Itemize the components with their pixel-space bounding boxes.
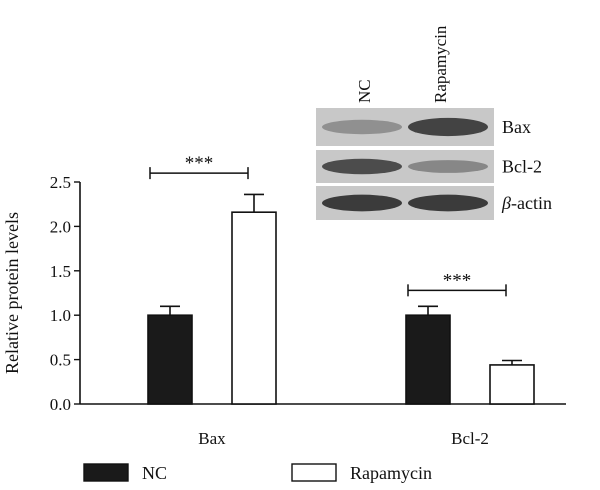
blot-row-label: Bax <box>502 117 531 137</box>
blot-row-label: Bcl-2 <box>502 157 542 177</box>
y-tick-label: 0.5 <box>50 351 71 370</box>
bar-bax-nc <box>147 314 193 405</box>
significance-label: *** <box>443 270 472 291</box>
western-blot-inset: NC Rapamycin Bax Bcl-2 β-actin <box>316 25 552 220</box>
y-axis-title: Relative protein levels <box>2 212 22 374</box>
significance-label: *** <box>185 153 214 174</box>
y-tick-label: 2.0 <box>50 217 71 236</box>
legend-swatch-nc <box>83 463 129 482</box>
legend-swatch-rapamycin <box>291 463 337 482</box>
bar-bcl2-nc <box>405 314 451 405</box>
blot-band <box>322 194 402 212</box>
legend: NC Rapamycin <box>83 463 432 483</box>
bars-layer: *** Bax *** Bcl-2 <box>147 153 535 448</box>
y-tick-label: 2.5 <box>50 173 71 192</box>
legend-label-rapamycin: Rapamycin <box>350 463 432 483</box>
y-tick-label: 0.0 <box>50 395 71 414</box>
blot-row-label-suffix: -actin <box>511 193 552 213</box>
blot-band <box>322 158 402 175</box>
x-category-label: Bax <box>198 429 226 448</box>
blot-row-label-greek: β <box>501 193 511 213</box>
blot-band <box>408 194 488 212</box>
x-category-label: Bcl-2 <box>451 429 489 448</box>
blot-band <box>408 160 488 173</box>
y-tick-label: 1.5 <box>50 262 71 281</box>
blot-lane-label: Rapamycin <box>431 25 450 103</box>
bar-bcl2-rapamycin <box>489 364 535 405</box>
blot-band <box>322 119 402 135</box>
blot-band <box>408 117 488 137</box>
blot-row-label: β-actin <box>501 193 552 213</box>
legend-label-nc: NC <box>142 463 167 483</box>
bar-bax-rapamycin <box>231 211 277 405</box>
y-tick-label: 1.0 <box>50 306 71 325</box>
blot-lane-label: NC <box>355 79 374 103</box>
